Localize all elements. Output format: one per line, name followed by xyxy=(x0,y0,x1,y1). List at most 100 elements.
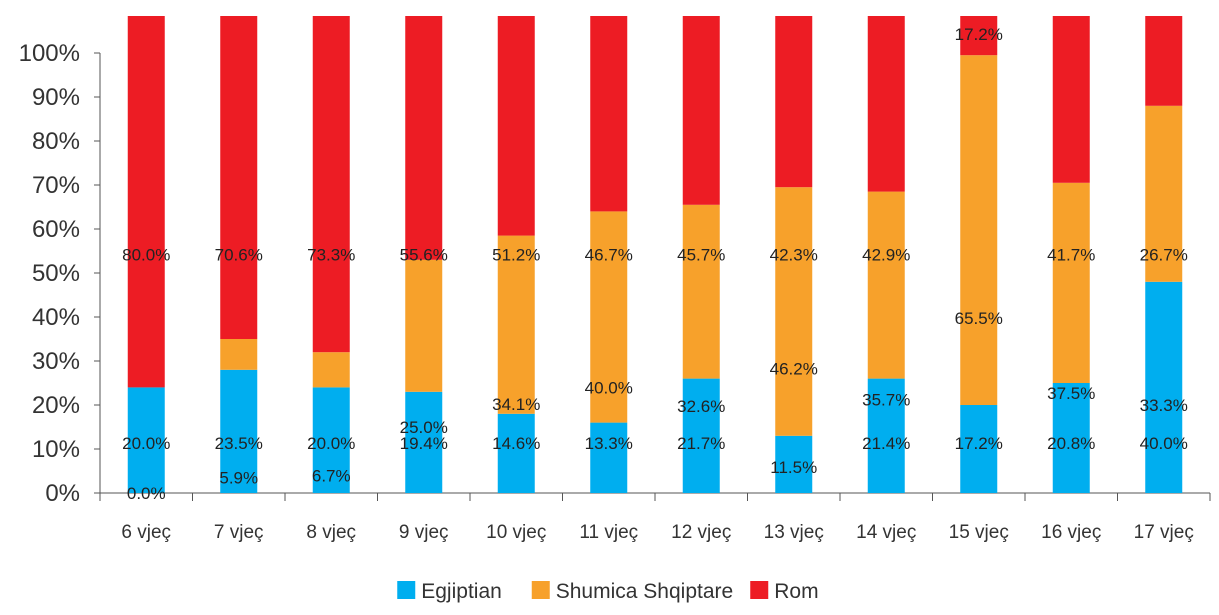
data-label: 14.6% xyxy=(492,434,540,453)
data-label: 6.7% xyxy=(312,466,351,485)
data-label: 5.9% xyxy=(219,469,258,488)
bar-egjiptian xyxy=(1145,281,1183,493)
bar-rom xyxy=(590,16,628,212)
bar-rom xyxy=(960,16,998,56)
y-tick-label: 20% xyxy=(32,392,80,419)
bar-rom xyxy=(220,16,258,339)
x-category-label: 12 vjeç xyxy=(671,522,731,543)
x-category-label: 13 vjeç xyxy=(764,522,824,543)
bar-egjiptian xyxy=(590,422,628,493)
data-label: 45.7% xyxy=(677,246,725,265)
x-category-label: 14 vjeç xyxy=(856,522,916,543)
bar-rom xyxy=(405,16,443,260)
data-label: 55.6% xyxy=(400,246,448,265)
x-category-label: 16 vjeç xyxy=(1041,522,1101,543)
x-category-label: 8 vjeç xyxy=(306,522,356,543)
data-label: 46.2% xyxy=(770,360,818,379)
data-label: 42.3% xyxy=(770,246,818,265)
legend-swatch-shumica-shqiptare xyxy=(531,581,550,599)
bar-shumica-shqiptare xyxy=(1052,182,1090,383)
y-tick-label: 0% xyxy=(45,480,80,507)
data-label: 20.0% xyxy=(307,434,355,453)
bar-egjiptian xyxy=(127,387,165,493)
y-tick-label: 90% xyxy=(32,84,80,111)
data-label: 41.7% xyxy=(1047,246,1095,265)
data-label: 0.0% xyxy=(127,484,166,503)
data-label: 19.4% xyxy=(400,434,448,453)
data-label: 20.8% xyxy=(1047,434,1095,453)
bar-shumica-shqiptare xyxy=(682,204,720,379)
bar-rom xyxy=(682,16,720,205)
bar-shumica-shqiptare xyxy=(867,191,905,379)
data-label: 26.7% xyxy=(1140,246,1188,265)
data-label: 35.7% xyxy=(862,391,910,410)
data-label: 17.2% xyxy=(955,434,1003,453)
bar-rom xyxy=(775,16,813,188)
data-label: 51.2% xyxy=(492,246,540,265)
data-label: 73.3% xyxy=(307,246,355,265)
data-label: 40.0% xyxy=(1140,434,1188,453)
data-label: 21.4% xyxy=(862,434,910,453)
x-category-label: 10 vjeç xyxy=(486,522,546,543)
legend-swatch-egjiptian xyxy=(397,581,416,599)
y-tick-label: 70% xyxy=(32,172,80,199)
data-label: 17.2% xyxy=(955,25,1003,44)
data-label: 20.0% xyxy=(122,434,170,453)
bar-shumica-shqiptare xyxy=(590,211,628,423)
x-category-label: 6 vjeç xyxy=(121,522,171,543)
bar-egjiptian xyxy=(497,413,535,493)
bar-shumica-shqiptare xyxy=(1145,105,1183,282)
bar-egjiptian xyxy=(220,369,258,493)
y-tick-label: 60% xyxy=(32,216,80,243)
y-tick-label: 50% xyxy=(32,260,80,287)
data-label: 11.5% xyxy=(770,458,817,477)
x-category-label: 7 vjeç xyxy=(214,522,264,543)
y-tick-label: 10% xyxy=(32,436,80,463)
legend-label: Shumica Shqiptare xyxy=(556,580,733,603)
legend-label: Egjiptian xyxy=(421,580,502,603)
data-label: 65.5% xyxy=(955,309,1003,328)
bar-shumica-shqiptare xyxy=(497,235,535,414)
data-label: 80.0% xyxy=(122,246,170,265)
bar-rom xyxy=(127,16,165,388)
x-category-label: 11 vjeç xyxy=(579,522,638,543)
bar-rom xyxy=(497,16,535,236)
bar-shumica-shqiptare xyxy=(220,339,258,370)
data-label: 70.6% xyxy=(215,246,263,265)
data-label: 32.6% xyxy=(677,397,725,416)
data-label: 23.5% xyxy=(215,434,263,453)
data-label: 33.3% xyxy=(1140,396,1188,415)
bar-shumica-shqiptare xyxy=(775,187,813,436)
data-label: 42.9% xyxy=(862,246,910,265)
data-label: 37.5% xyxy=(1047,384,1095,403)
x-category-label: 15 vjeç xyxy=(949,522,1009,543)
bar-shumica-shqiptare xyxy=(405,259,443,392)
x-category-label: 9 vjeç xyxy=(399,522,449,543)
data-label: 25.0% xyxy=(400,418,448,437)
bar-egjiptian xyxy=(960,405,998,493)
y-tick-label: 40% xyxy=(32,304,80,331)
x-category-label: 17 vjeç xyxy=(1134,522,1194,543)
data-label: 34.1% xyxy=(492,395,540,414)
bar-rom xyxy=(312,16,350,353)
data-label: 21.7% xyxy=(677,434,725,453)
bar-rom xyxy=(1145,16,1183,106)
bar-egjiptian xyxy=(312,387,350,493)
data-label: 13.3% xyxy=(585,434,633,453)
bar-egjiptian xyxy=(1052,383,1090,493)
data-label: 46.7% xyxy=(585,246,633,265)
legend-label: Rom xyxy=(774,580,818,603)
y-tick-label: 80% xyxy=(32,128,80,155)
bar-shumica-shqiptare xyxy=(312,352,350,388)
bar-egjiptian xyxy=(682,378,720,493)
bar-rom xyxy=(1052,16,1090,183)
data-label: 40.0% xyxy=(585,378,633,397)
legend-swatch-rom xyxy=(750,581,769,599)
bar-egjiptian xyxy=(775,435,813,493)
bar-egjiptian xyxy=(405,391,443,493)
y-tick-label: 100% xyxy=(19,40,80,67)
bar-shumica-shqiptare xyxy=(960,55,998,405)
y-tick-label: 30% xyxy=(32,348,80,375)
